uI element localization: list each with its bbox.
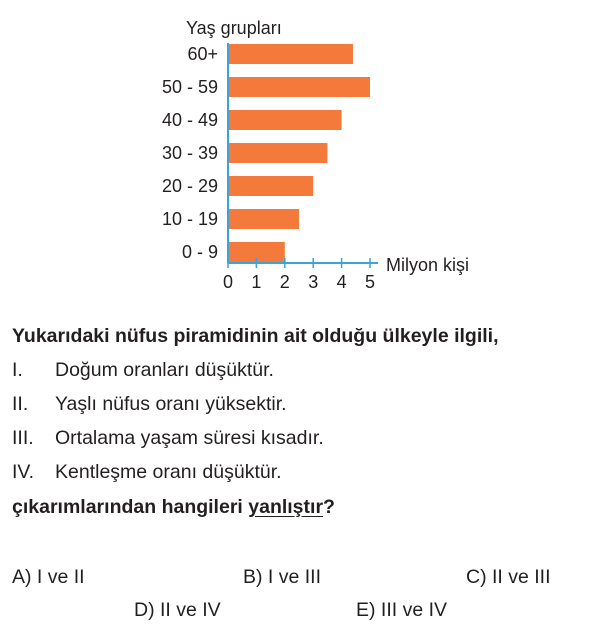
statement-number: I. [12,359,23,381]
category-label: 0 - 9 [182,242,218,262]
statement-number: III. [12,427,34,449]
option-c[interactable]: C) II ve III [466,566,551,588]
option-e[interactable]: E) III ve IV [356,599,448,621]
category-label: 40 - 49 [162,110,218,130]
category-label: 50 - 59 [162,77,218,97]
question-ending: çıkarımlarından hangileri yanlıştır? [12,496,335,519]
x-tick-label: 5 [365,272,375,292]
x-tick-label: 4 [337,272,347,292]
x-tick-label: 0 [223,272,233,292]
statement-text: Ortalama yaşam süresi kısadır. [55,427,324,449]
bar-20-29 [228,176,314,196]
option-d[interactable]: D) II ve IV [134,599,221,621]
question-ending-underlined: yanlıştır [248,496,324,518]
bar-0-9 [228,242,285,262]
statement-text: Kentleşme oranı düşüktür. [55,461,282,483]
statement-number: IV. [12,461,35,483]
x-tick-label: 1 [251,272,261,292]
category-label: 60+ [187,44,218,64]
question-ending-prefix: çıkarımlarından hangileri [12,496,249,518]
bar-50-59 [228,77,370,97]
category-label: 30 - 39 [162,143,218,163]
x-axis-title: Milyon kişi [386,255,469,275]
category-label: 20 - 29 [162,176,218,196]
option-a[interactable]: A) I ve II [12,566,85,588]
statement-number: II. [12,393,29,415]
bar-30-39 [228,143,328,163]
y-axis-title: Yaş grupları [186,18,282,38]
question-ending-suffix: ? [323,496,335,518]
x-tick-label: 3 [308,272,318,292]
category-label: 10 - 19 [162,209,218,229]
statement-text: Yaşlı nüfus oranı yüksektir. [55,393,287,415]
bar-60 [228,44,353,64]
x-tick-label: 2 [280,272,290,292]
statement-text: Doğum oranları düşüktür. [55,359,274,381]
question-stem: Yukarıdaki nüfus piramidinin ait olduğu … [12,325,499,347]
bar-40-49 [228,110,342,130]
bar-10-19 [228,209,299,229]
option-b[interactable]: B) I ve III [243,566,322,588]
